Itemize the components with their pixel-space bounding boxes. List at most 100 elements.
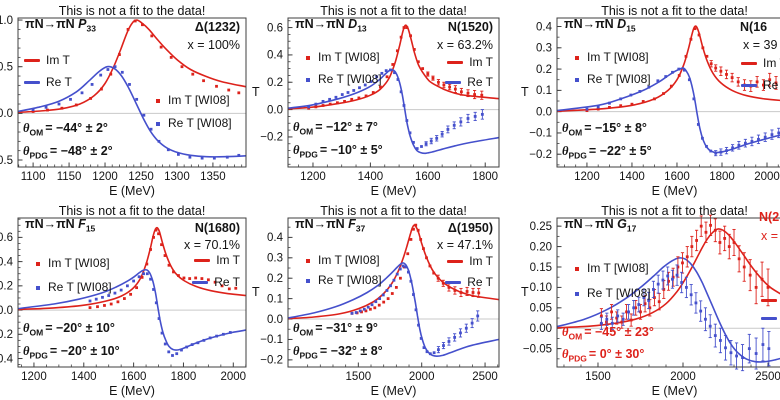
re-t-data-points [350, 264, 480, 356]
im-t-curve [17, 226, 247, 311]
y-tick-label: −0.1 [260, 334, 283, 346]
y-tick-label: 0.6 [267, 22, 283, 34]
elasticity-label: x = 100% [187, 38, 240, 52]
x-axis-label: E (MeV) [651, 384, 698, 398]
x-axis-ticks: 1200 1400 1600 1800 2000 [574, 162, 780, 183]
data-legend-item: Im T [WI08] [300, 252, 382, 269]
plot-canvas-d15: 1200 1400 1600 1800 2000 0.4 0.3 0.2 0.1 0.0 −0.1 −… [529, 17, 780, 183]
y-tick-label: 1.0 [0, 15, 13, 27]
theta-om-annotation: θOM = −15° ± 8° [562, 121, 647, 138]
elasticity-label: x = [761, 229, 779, 243]
theta-symbol: θ [562, 144, 569, 158]
x-axis-label: E (MeV) [370, 184, 417, 198]
re-t-point-swatch [156, 121, 160, 126]
theta-symbol: θ [23, 321, 30, 335]
reaction-label: πN→πN G17 [564, 217, 637, 234]
y-axis-ticks: 0.4 0.3 0.2 0.1 0.0 −0.1 −0.2 [529, 21, 562, 161]
x-tick-label: 1600 [664, 171, 690, 183]
x-tick-label: 2500 [755, 371, 780, 383]
line-legend-item: Im T [445, 54, 493, 71]
x-tick-label: 1100 [21, 171, 46, 183]
reaction-label: πN→πN P33 [25, 17, 96, 34]
x-axis-label: E (MeV) [651, 184, 698, 198]
plot-frame [556, 217, 780, 368]
x-tick-label: 1800 [171, 371, 197, 383]
theta-om-annotation: θOM = −12° ± 7° [293, 120, 378, 137]
line-legend-item: Im T [761, 292, 780, 309]
theta-symbol: θ [293, 143, 300, 157]
data-legend: Im T [WI08] Re T [WI08] [569, 260, 651, 302]
panel-title: This is not a fit to the data! [320, 4, 467, 18]
theta-symbol: θ [562, 325, 569, 339]
x-tick-label: 2000 [754, 171, 780, 183]
panel-title: This is not a fit to the data! [601, 204, 748, 218]
im-t-point-swatch [306, 55, 310, 60]
theta-pdg-annotation: θPDG = −22° ± 5° [562, 144, 652, 161]
x-axis-ticks: 1100 1150 1200 1250 1300 1350 [21, 162, 226, 183]
re-t-data-points [307, 68, 484, 150]
re-t-point-swatch [306, 77, 310, 82]
y-tick-label: 0.4 [536, 21, 553, 33]
y-tick-label: 0.10 [530, 282, 552, 294]
theta-pdg-annotation: θPDG = −10° ± 5° [293, 143, 383, 160]
y-tick-label: 0.5 [0, 62, 13, 74]
x-tick-label: 2000 [409, 371, 435, 383]
y-tick-label: −0.2 [260, 132, 283, 144]
line-legend: Im TRe T [761, 292, 780, 327]
resonance-label: N(1680) [194, 221, 240, 235]
y-tick-label: 0.2 [536, 64, 552, 76]
data-legend: Im T [WI08] Re T [WI08] [150, 92, 232, 132]
y-tick-label: 0.3 [536, 43, 552, 55]
y-tick-label: 0.4 [267, 232, 284, 244]
im-t-curve [287, 224, 500, 320]
im-t-data-points [350, 223, 481, 315]
x-tick-label: 1500 [346, 371, 372, 383]
theta-om-annotation: θOM = −45° ± 23° [562, 325, 654, 342]
line-legend-item: Im T [192, 252, 240, 269]
im-t-point-swatch [156, 98, 160, 103]
elasticity-label: x = 63.2% [437, 38, 493, 52]
x-tick-label: 1500 [585, 371, 611, 383]
plot-canvas-d13: 1200 1400 1600 1800 0.6 0.4 0.2 0.0 −0.2 [260, 17, 500, 183]
re-t-point-swatch [575, 291, 579, 296]
y-axis-ticks: 0.6 0.4 0.2 0.0 −0.2 −0.4 [0, 232, 23, 365]
reaction-label: πN→πN F15 [25, 217, 96, 234]
theta-symbol: θ [293, 321, 300, 335]
theta-om-annotation: θOM = −20° ± 10° [23, 321, 115, 338]
x-tick-label: 1400 [71, 371, 97, 383]
data-legend-item: Re T [WI08] [569, 285, 651, 302]
line-legend-item: Re T [445, 274, 493, 291]
y-tick-label: 0.6 [0, 232, 13, 244]
theta-symbol: θ [293, 344, 300, 358]
x-tick-label: 2500 [472, 371, 498, 383]
x-tick-label: 1200 [92, 171, 118, 183]
reaction-label: πN→πN D15 [564, 17, 636, 34]
resonance-label: N(2 [759, 210, 780, 224]
y-tick-label: −0.4 [0, 353, 14, 365]
x-tick-label: 2000 [220, 371, 246, 383]
x-tick-label: 1350 [200, 171, 226, 183]
im-t-line-swatch [741, 62, 757, 65]
y-tick-label: 0.25 [530, 221, 552, 233]
y-tick-label: 0.2 [0, 281, 13, 293]
y-tick-label: −0.1 [529, 128, 552, 140]
data-legend-item: Re T [WI08] [150, 115, 232, 132]
resonance-label: N(1520) [447, 20, 493, 34]
y-tick-label: 0.15 [530, 262, 552, 274]
y-tick-label: 0.2 [267, 77, 283, 89]
y-tick-label: 0.05 [530, 303, 552, 315]
data-legend: Im T [WI08] Re T [WI08] [300, 252, 382, 289]
x-tick-label: 1200 [574, 171, 600, 183]
y-tick-label: 0.0 [267, 104, 283, 116]
x-tick-label: 1800 [472, 171, 498, 183]
panel-d13: 1200 1400 1600 1800 0.6 0.4 0.2 0.0 −0.2 This is … [236, 0, 549, 200]
im-t-point-swatch [575, 55, 579, 60]
data-legend-item: Im T [WI08] [569, 260, 651, 277]
re-t-data-points [31, 65, 241, 160]
y-axis-ticks: 0.6 0.4 0.2 0.0 −0.2 [260, 22, 293, 144]
re-t-point-swatch [36, 285, 40, 290]
data-legend: Im T [WI08] Re T [WI08] [569, 49, 651, 88]
y-tick-label: 0.0 [0, 305, 13, 317]
